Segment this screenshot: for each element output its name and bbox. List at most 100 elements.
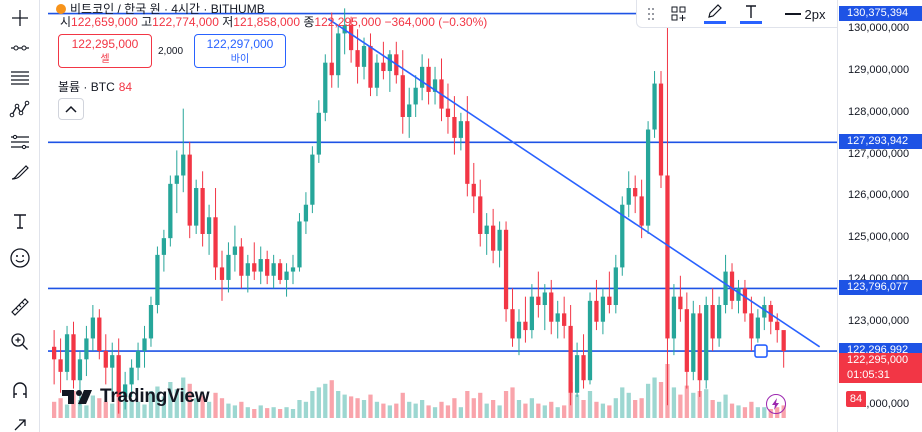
- volume-bar: [323, 383, 328, 418]
- volume-bar: [781, 405, 786, 418]
- candle-body: [574, 355, 580, 393]
- volume-bar: [645, 383, 651, 418]
- volume-bar: [620, 387, 625, 418]
- trend-line-tool-icon[interactable]: [4, 33, 36, 63]
- volume-bar: [523, 403, 528, 418]
- volume-bar: [413, 403, 418, 418]
- volume-legend[interactable]: 볼륨 · BTC 84: [58, 78, 132, 95]
- price-scale[interactable]: 130,000,000 129,000,000 128,000,000 127,000…: [837, 0, 922, 432]
- pattern-tool-icon[interactable]: [4, 95, 36, 125]
- drag-handle-icon[interactable]: [645, 2, 657, 26]
- volume-bar: [284, 407, 289, 418]
- ruler-icon[interactable]: [4, 292, 36, 322]
- candle-body: [581, 355, 586, 381]
- candle-body: [316, 112, 321, 155]
- volume-bar: [232, 405, 238, 418]
- volume-bar: [290, 409, 296, 418]
- candle-body: [155, 254, 160, 306]
- drawing-anchor-handle: [754, 344, 768, 358]
- candle-body: [284, 271, 289, 280]
- candle-body: [503, 229, 509, 310]
- sell-button[interactable]: 122,295,000 셀: [58, 34, 152, 68]
- candle-body: [71, 334, 76, 381]
- tradingview-logo[interactable]: TradingView: [62, 386, 210, 408]
- candle-body: [633, 188, 638, 197]
- volume-bar: [510, 387, 515, 418]
- volume-bar: [381, 403, 386, 418]
- fib-lines-tool-icon[interactable]: [4, 63, 36, 93]
- magnet-icon[interactable]: [4, 376, 36, 406]
- candle-body: [755, 317, 760, 339]
- line-width-icon: [784, 13, 801, 15]
- volume-bar: [691, 392, 696, 418]
- candle-body: [187, 154, 192, 226]
- flash-icon[interactable]: [766, 394, 786, 414]
- candle-body: [58, 359, 63, 372]
- volume-bar: [736, 405, 741, 418]
- volume-bar: [607, 405, 612, 418]
- candle-body: [329, 62, 334, 76]
- candle-body: [52, 346, 57, 360]
- volume-bar: [394, 403, 399, 418]
- text-tool-icon[interactable]: [4, 206, 36, 236]
- candle-body: [303, 204, 309, 222]
- candle-body: [90, 317, 95, 339]
- line-width-button[interactable]: 2px: [779, 2, 831, 26]
- volume-bar: [762, 407, 767, 418]
- candle-body: [426, 66, 431, 92]
- emoji-icon[interactable]: [4, 243, 36, 273]
- candle-body: [645, 129, 651, 226]
- volume-bar: [652, 377, 657, 418]
- volume-value: 84: [118, 80, 133, 94]
- volume-bar: [445, 405, 451, 418]
- candle-body: [671, 296, 677, 339]
- buy-label: 바이: [230, 54, 250, 65]
- price-tick-label: 123,000,000: [848, 314, 910, 327]
- brush-icon[interactable]: [4, 158, 36, 188]
- volume-bar: [174, 389, 179, 418]
- volume-bar: [271, 407, 276, 418]
- volume-bar: [226, 403, 231, 418]
- candle-body: [381, 62, 386, 72]
- volume-bar: [310, 391, 315, 418]
- volume-bar: [465, 391, 470, 418]
- lock-drawings-icon[interactable]: [4, 408, 36, 432]
- candle-body: [478, 196, 483, 234]
- candle-body: [465, 121, 470, 184]
- candle-body: [516, 321, 522, 339]
- spread-value: 2,000: [158, 46, 184, 57]
- tradingview-logo-icon: [62, 390, 92, 404]
- text-color-button[interactable]: [739, 2, 763, 26]
- candle-body: [471, 183, 476, 197]
- chart-pane[interactable]: [48, 0, 837, 422]
- candle-body: [775, 321, 780, 331]
- candle-body: [239, 246, 244, 276]
- trend-line: [327, 18, 821, 348]
- projection-tool-icon[interactable]: [4, 127, 36, 157]
- collapse-legend-button[interactable]: [58, 98, 84, 120]
- templates-icon[interactable]: [667, 2, 691, 26]
- volume-bar: [64, 404, 70, 418]
- volume-bar: [439, 401, 444, 418]
- candle-body: [148, 305, 154, 339]
- volume-bar: [768, 409, 773, 418]
- candle-body: [620, 204, 625, 268]
- volume-bar: [342, 394, 347, 418]
- zoom-in-icon[interactable]: [4, 327, 36, 357]
- volume-bar: [316, 387, 321, 418]
- candle-body: [271, 263, 276, 276]
- candle-body: [245, 263, 250, 276]
- crosshair-icon[interactable]: [4, 3, 36, 33]
- candle-body: [723, 271, 728, 306]
- volume-bar: [658, 382, 664, 418]
- candlestick-chart[interactable]: [48, 0, 837, 422]
- candle-body: [77, 359, 83, 381]
- candle-body: [123, 384, 128, 397]
- volume-bar: [600, 403, 606, 418]
- candle-body: [400, 75, 405, 117]
- volume-bar: [155, 386, 160, 418]
- line-color-button[interactable]: [703, 2, 727, 26]
- buy-button[interactable]: 122,297,000 바이: [194, 34, 286, 68]
- candle-body: [226, 254, 231, 280]
